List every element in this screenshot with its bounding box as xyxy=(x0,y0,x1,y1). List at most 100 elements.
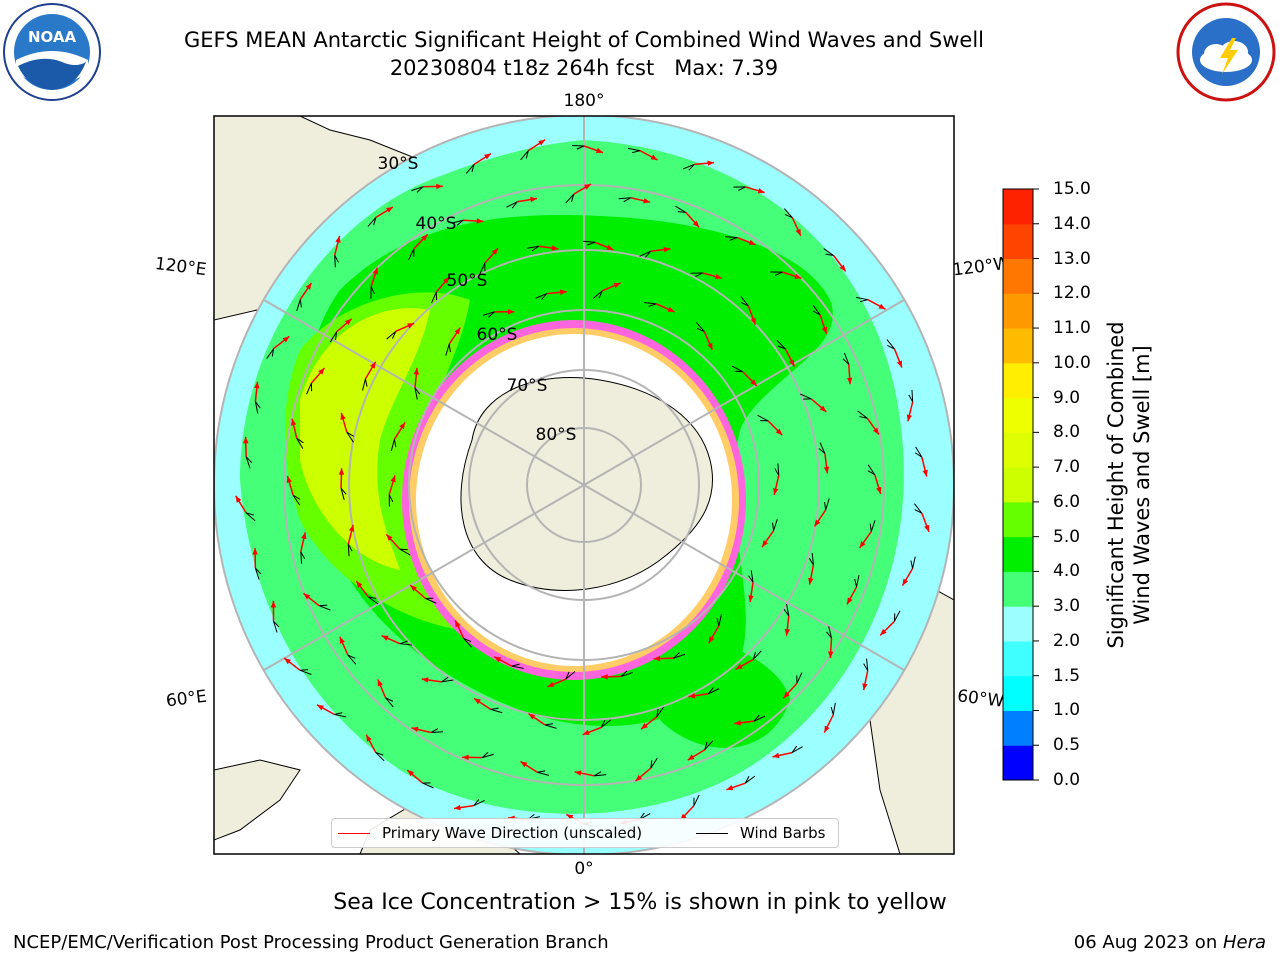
wave-arrowhead xyxy=(784,628,791,636)
footer-host: Hera xyxy=(1222,932,1266,953)
wave-arrowhead xyxy=(370,361,376,369)
wind-barb xyxy=(593,771,607,777)
wind-barb xyxy=(319,604,331,611)
wind-barb xyxy=(800,393,812,400)
wave-arrowhead xyxy=(462,754,469,761)
wind-barb xyxy=(830,702,836,715)
wind-barb xyxy=(592,290,603,300)
wave-arrows xyxy=(235,139,930,825)
wind-barb xyxy=(408,248,415,260)
colorbar-tick-label: 7.0 xyxy=(1053,457,1081,478)
colorbar-bin xyxy=(1003,571,1033,607)
wind-barb xyxy=(867,464,876,476)
map-legend: Primary Wave Direction (unscaled) Wind B… xyxy=(331,818,839,848)
wave-arrowhead xyxy=(584,183,591,190)
wind-barb xyxy=(908,389,914,403)
wave-arrowhead xyxy=(847,597,853,605)
wave-arrowhead xyxy=(243,436,249,444)
wave-arrowhead xyxy=(707,160,715,166)
wave-arrowhead xyxy=(814,519,821,527)
colorbar-tick-label: 8.0 xyxy=(1053,422,1081,443)
wind-barb xyxy=(425,597,437,604)
wave-arrowhead xyxy=(641,723,648,730)
wave-arrowhead xyxy=(413,367,420,375)
wind-barb xyxy=(245,456,253,469)
wind-barb xyxy=(757,414,769,422)
wave-arrowhead xyxy=(667,306,675,312)
wind-barb xyxy=(772,519,778,531)
wave-arrowhead xyxy=(443,276,450,284)
title-line-2: 20230804 t18z 264h fcst Max: 7.39 xyxy=(389,56,779,80)
colorbar-bin xyxy=(1003,223,1033,260)
wind-barb xyxy=(334,255,339,268)
colorbar-tick-label: 4.0 xyxy=(1053,561,1081,582)
colorbar-bin xyxy=(1003,675,1033,711)
wave-arrowhead xyxy=(827,651,834,659)
wave-arrowhead xyxy=(872,427,879,435)
wave-arrowhead xyxy=(762,540,769,548)
wind-barb xyxy=(776,339,786,350)
colorbar-bin xyxy=(1003,328,1033,364)
wind-barb xyxy=(824,498,830,511)
wave-arrowhead xyxy=(454,804,461,811)
wind-barb xyxy=(707,687,720,695)
colorbar-tick-label: 2.0 xyxy=(1053,630,1081,651)
colorbar-bin xyxy=(1003,258,1033,294)
wave-arrowhead xyxy=(808,577,814,585)
lat-label-50s: 50°S xyxy=(447,271,488,291)
lat-label-40s: 40°S xyxy=(416,214,457,234)
wave-arrowhead xyxy=(839,264,846,272)
wind-barb xyxy=(535,293,548,300)
wave-arrowhead xyxy=(270,601,277,608)
noaa-logo-text: NOAA xyxy=(28,28,77,46)
colorbar-tick-label: 15.0 xyxy=(1053,179,1091,199)
wind-barb xyxy=(526,245,539,252)
wind-barb xyxy=(375,751,385,762)
wind-barb xyxy=(855,296,868,303)
wave-arrowhead xyxy=(772,752,780,759)
wave-arrowhead xyxy=(372,267,378,275)
wave-arrowhead xyxy=(366,734,372,742)
wind-barb xyxy=(572,145,585,150)
wind-barb xyxy=(441,676,454,683)
colorbar-bin xyxy=(1003,467,1033,503)
wind-barb xyxy=(744,775,756,784)
wave-arrowhead xyxy=(748,595,754,603)
wave-arrowhead xyxy=(290,418,297,426)
wave-arrowhead xyxy=(305,282,312,290)
wind-barb xyxy=(565,193,575,204)
wind-barb xyxy=(544,723,557,729)
wind-barb xyxy=(639,250,651,258)
wind-barb xyxy=(445,343,451,356)
wave-arrowhead xyxy=(282,336,290,343)
wave-arrowhead xyxy=(407,323,415,329)
wind-barb xyxy=(818,442,826,454)
wind-barb xyxy=(644,301,657,307)
wind-barb xyxy=(329,331,337,343)
wave-arrowhead xyxy=(824,725,830,733)
wave-arrowhead xyxy=(707,342,713,350)
map-frame xyxy=(213,115,955,855)
wind-barb xyxy=(842,352,850,365)
colorbar-tick-label: 1.5 xyxy=(1053,665,1081,686)
wave-arrowhead xyxy=(859,541,866,548)
wave-arrowhead xyxy=(735,663,743,670)
colorbar-bin xyxy=(1003,362,1033,399)
wind-barb xyxy=(388,494,394,507)
wave-arrowhead xyxy=(507,309,515,315)
wind-barb xyxy=(696,322,705,332)
wind-barb xyxy=(893,610,901,622)
wave-arrowhead xyxy=(606,244,614,250)
wind-barb xyxy=(704,740,714,751)
wave-arrowhead xyxy=(340,412,346,420)
wave-arrowhead xyxy=(410,585,417,592)
wave-arrowhead xyxy=(734,720,741,726)
wind-barb xyxy=(869,520,876,532)
wind-barb xyxy=(245,512,256,522)
wave-arrowhead xyxy=(399,422,406,430)
wave-arrowhead xyxy=(348,524,355,532)
wind-barb xyxy=(273,620,280,633)
wave-arrowhead xyxy=(789,359,795,367)
wind-barb xyxy=(748,570,754,583)
